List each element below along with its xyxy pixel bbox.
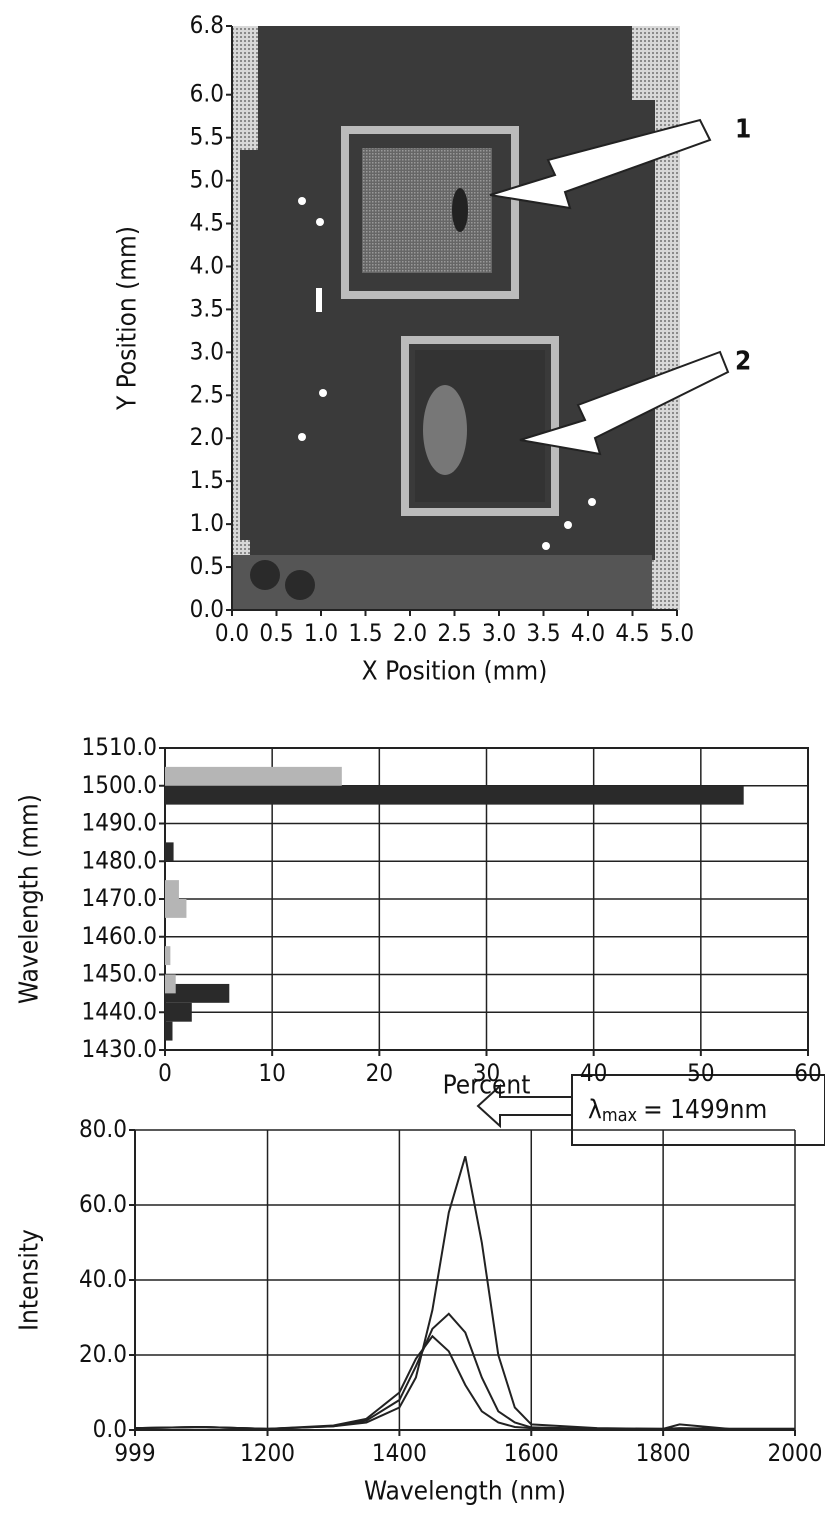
- bar: [165, 946, 170, 965]
- bar: [165, 767, 342, 786]
- x-tick-label: 10: [258, 1059, 285, 1087]
- y-tick-label: 1480.0: [81, 846, 157, 874]
- x-tick-label: 1800: [636, 1439, 691, 1467]
- y-tick-label: 1450.0: [81, 960, 157, 988]
- x-tick-label: 0.0: [215, 619, 249, 647]
- x-tick-label: 1200: [240, 1439, 295, 1467]
- x-axis-label: Wavelength (nm): [364, 1477, 566, 1507]
- y-tick-label: 0.5: [190, 552, 224, 580]
- y-tick-label: 1.5: [190, 466, 224, 494]
- x-tick-label: 60: [794, 1059, 821, 1087]
- annotation-part: = 1499nm: [643, 1095, 767, 1125]
- y-tick-label: 1500.0: [81, 771, 157, 799]
- line: [135, 1156, 795, 1429]
- y-axis-label: Y Position (mm): [113, 226, 143, 411]
- y-tick-label: 4.0: [190, 251, 224, 279]
- bar: [165, 1022, 173, 1041]
- y-tick-label: 1490.0: [81, 809, 157, 837]
- x-tick-label: 2.5: [437, 619, 471, 647]
- y-tick-label: 1430.0: [81, 1035, 157, 1063]
- x-tick-label: 0.5: [259, 619, 293, 647]
- y-tick-label: 6.0: [190, 80, 224, 108]
- x-tick-label: 1.5: [348, 619, 382, 647]
- y-tick-label: 6.8: [190, 11, 224, 39]
- figure: 0.0 0.5 1.0 1.5 2.0 2.5 3.0 3.5 4.0 4.5 5.0 5.5 6.0 6…: [0, 0, 825, 1522]
- bar: [165, 1003, 192, 1022]
- y-tick-label: 4.5: [190, 209, 224, 237]
- y-tick-label: 3.5: [190, 294, 224, 322]
- x-tick-label: 0: [158, 1059, 172, 1087]
- y-tick-label: 3.0: [190, 337, 224, 365]
- bar: [165, 880, 179, 899]
- annotation: 2: [735, 347, 751, 377]
- y-axis-label: Wavelength (mm): [15, 794, 45, 1004]
- y-tick-label: 60.0: [79, 1190, 127, 1218]
- x-tick-label: 999: [114, 1439, 155, 1467]
- annotation-part: max: [602, 1105, 638, 1126]
- x-tick-label: 50: [687, 1059, 714, 1087]
- y-tick-label: 5.0: [190, 166, 224, 194]
- line: [135, 1314, 795, 1429]
- map-image: [232, 26, 728, 610]
- y-tick-label: 80.0: [79, 1115, 127, 1143]
- x-tick-label: 3.0: [482, 619, 516, 647]
- x-tick-label: 4.5: [615, 619, 649, 647]
- x-tick-label: 20: [366, 1059, 393, 1087]
- x-tick-label: 1.0: [304, 619, 338, 647]
- annotation-part: λ: [588, 1095, 602, 1125]
- bar: [165, 899, 186, 918]
- y-tick-label: 1.0: [190, 509, 224, 537]
- x-tick-label: 2000: [768, 1439, 823, 1467]
- y-axis-label: Intensity: [15, 1229, 45, 1331]
- y-tick-label: 40.0: [79, 1265, 127, 1293]
- y-tick-label: 20.0: [79, 1340, 127, 1368]
- x-tick-label: 2.0: [393, 619, 427, 647]
- x-axis-label: Percent: [443, 1071, 531, 1101]
- x-tick-label: 1400: [372, 1439, 427, 1467]
- y-tick-label: 1460.0: [81, 922, 157, 950]
- x-tick-label: 1600: [504, 1439, 559, 1467]
- y-tick-label: 1470.0: [81, 884, 157, 912]
- y-tick-label: 2.5: [190, 380, 224, 408]
- y-tick-label: 5.5: [190, 123, 224, 151]
- y-tick-label: 1440.0: [81, 997, 157, 1025]
- x-axis-label: X Position (mm): [362, 657, 548, 687]
- bar: [165, 975, 176, 994]
- y-tick-label: 2.0: [190, 423, 224, 451]
- x-tick-label: 5.0: [660, 619, 694, 647]
- x-tick-label: 3.5: [526, 619, 560, 647]
- y-tick-label: 1510.0: [81, 733, 157, 761]
- x-tick-label: 40: [580, 1059, 607, 1087]
- annotation: 1: [735, 115, 751, 145]
- bar: [165, 842, 174, 861]
- bar: [165, 786, 744, 805]
- line: [135, 1336, 795, 1429]
- x-tick-label: 4.0: [571, 619, 605, 647]
